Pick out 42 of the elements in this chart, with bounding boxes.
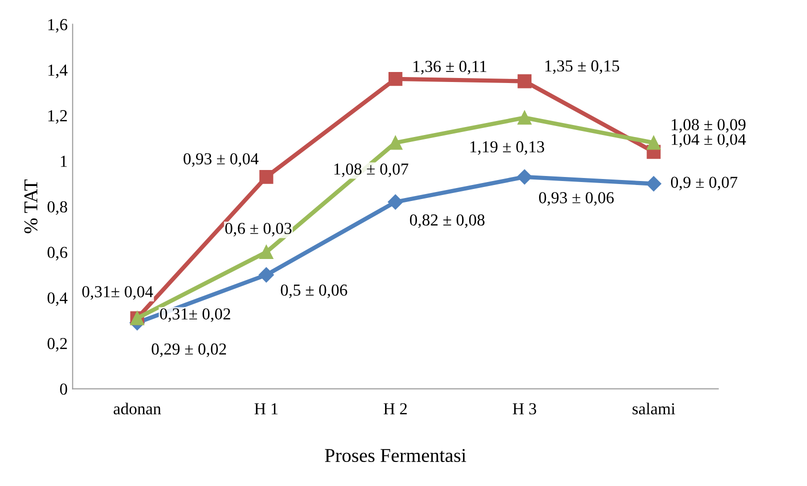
y-axis-title: % TAT (24, 179, 38, 234)
data-label: 0,31± 0,02 (160, 308, 230, 322)
point (646, 176, 662, 192)
y-tick-label: 1,2 (48, 110, 67, 124)
x-tick-label: salami (632, 402, 676, 414)
point (259, 170, 274, 184)
point (258, 267, 274, 282)
point (646, 136, 661, 150)
data-label: 1,08 ± 0,07 (334, 163, 408, 178)
point (259, 245, 274, 260)
data-label: 0,9 ± 0,07 (670, 176, 738, 190)
data-label: 1,36 ± 0,11 (414, 60, 486, 74)
y-tick-label: 1,6 (48, 19, 68, 33)
point (388, 194, 403, 210)
point (388, 136, 402, 150)
y-tick-label: 0,2 (48, 338, 67, 352)
point (388, 72, 402, 86)
x-tick-label: adonan (114, 402, 161, 414)
x-axis-title: Proses Fermentasi (324, 448, 466, 462)
y-tick-label: 1 (60, 156, 67, 167)
data-label: 0,93 ± 0,06 (539, 192, 614, 206)
data-label: 1,19 ± 0,13 (470, 141, 544, 155)
y-tick-label: 0,4 (48, 292, 68, 306)
data-label: 0,82 ± 0,08 (410, 214, 484, 228)
x-tick-label: H 2 (384, 403, 407, 414)
y-tick-label: 0,6 (48, 246, 68, 260)
point (518, 74, 532, 88)
x-tick-label: H 3 (512, 403, 536, 414)
data-label: 1,35 ± 0,15 (545, 60, 620, 74)
data-label: 1,04 ± 0,04 (672, 134, 746, 148)
point (518, 110, 532, 125)
data-label: 0,29 ± 0,02 (152, 343, 226, 358)
point (516, 169, 532, 185)
y-tick-label: 0,8 (48, 201, 68, 215)
data-label: 0,93 ± 0,04 (184, 153, 259, 167)
data-label: 0,5 ± 0,06 (280, 284, 348, 298)
data-label: 0,31± 0,04 (82, 286, 154, 300)
data-label: 1,08 ± 0,09 (672, 119, 746, 133)
y-tick-label: 1,4 (48, 64, 68, 78)
x-tick-label: H 1 (254, 403, 278, 414)
y-tick-label: 0 (60, 384, 68, 395)
data-label: 0,6 ± 0,03 (225, 222, 292, 236)
